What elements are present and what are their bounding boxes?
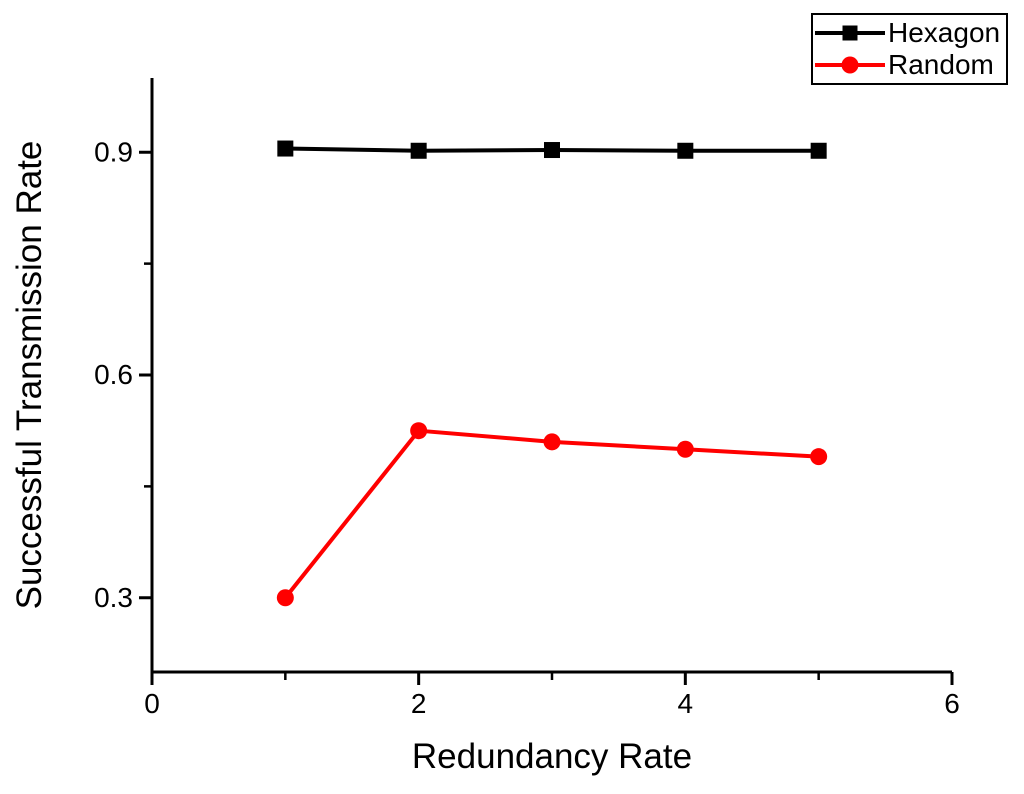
x-tick-label: 6 bbox=[944, 688, 960, 719]
legend-label-hexagon: Hexagon bbox=[888, 17, 1001, 48]
series-line-random bbox=[283, 428, 819, 599]
x-tick-label: 0 bbox=[144, 688, 160, 719]
x-tick-label: 4 bbox=[678, 688, 694, 719]
data-point-square bbox=[677, 142, 694, 159]
y-tick-label: 0.6 bbox=[94, 359, 133, 390]
data-point-circle bbox=[543, 433, 561, 451]
legend-sample-hexagon bbox=[815, 23, 885, 43]
data-point-circle bbox=[810, 448, 828, 466]
axis-spines bbox=[150, 78, 952, 674]
data-point-square bbox=[277, 140, 294, 157]
y-tick-label: 0.9 bbox=[94, 136, 133, 167]
data-point-square bbox=[544, 142, 560, 159]
square-marker-icon bbox=[842, 25, 858, 41]
legend-item-hexagon: Hexagon bbox=[815, 17, 1004, 49]
circle-marker-icon bbox=[841, 56, 859, 74]
data-point-square bbox=[410, 142, 427, 159]
legend-item-random: Random bbox=[815, 49, 1004, 81]
y-axis-label: Successful Transmission Rate bbox=[10, 140, 49, 610]
x-axis-label: Redundancy Rate bbox=[411, 737, 693, 776]
x-tick-label: 2 bbox=[411, 688, 427, 719]
data-point-circle bbox=[676, 440, 694, 458]
legend-sample-random bbox=[815, 55, 885, 75]
data-point-circle bbox=[276, 589, 294, 607]
y-tick-label: 0.3 bbox=[94, 582, 133, 613]
legend-label-random: Random bbox=[888, 49, 994, 80]
data-point-circle bbox=[410, 422, 428, 440]
legend: Hexagon Random bbox=[811, 13, 1008, 85]
data-point-square bbox=[810, 142, 827, 159]
